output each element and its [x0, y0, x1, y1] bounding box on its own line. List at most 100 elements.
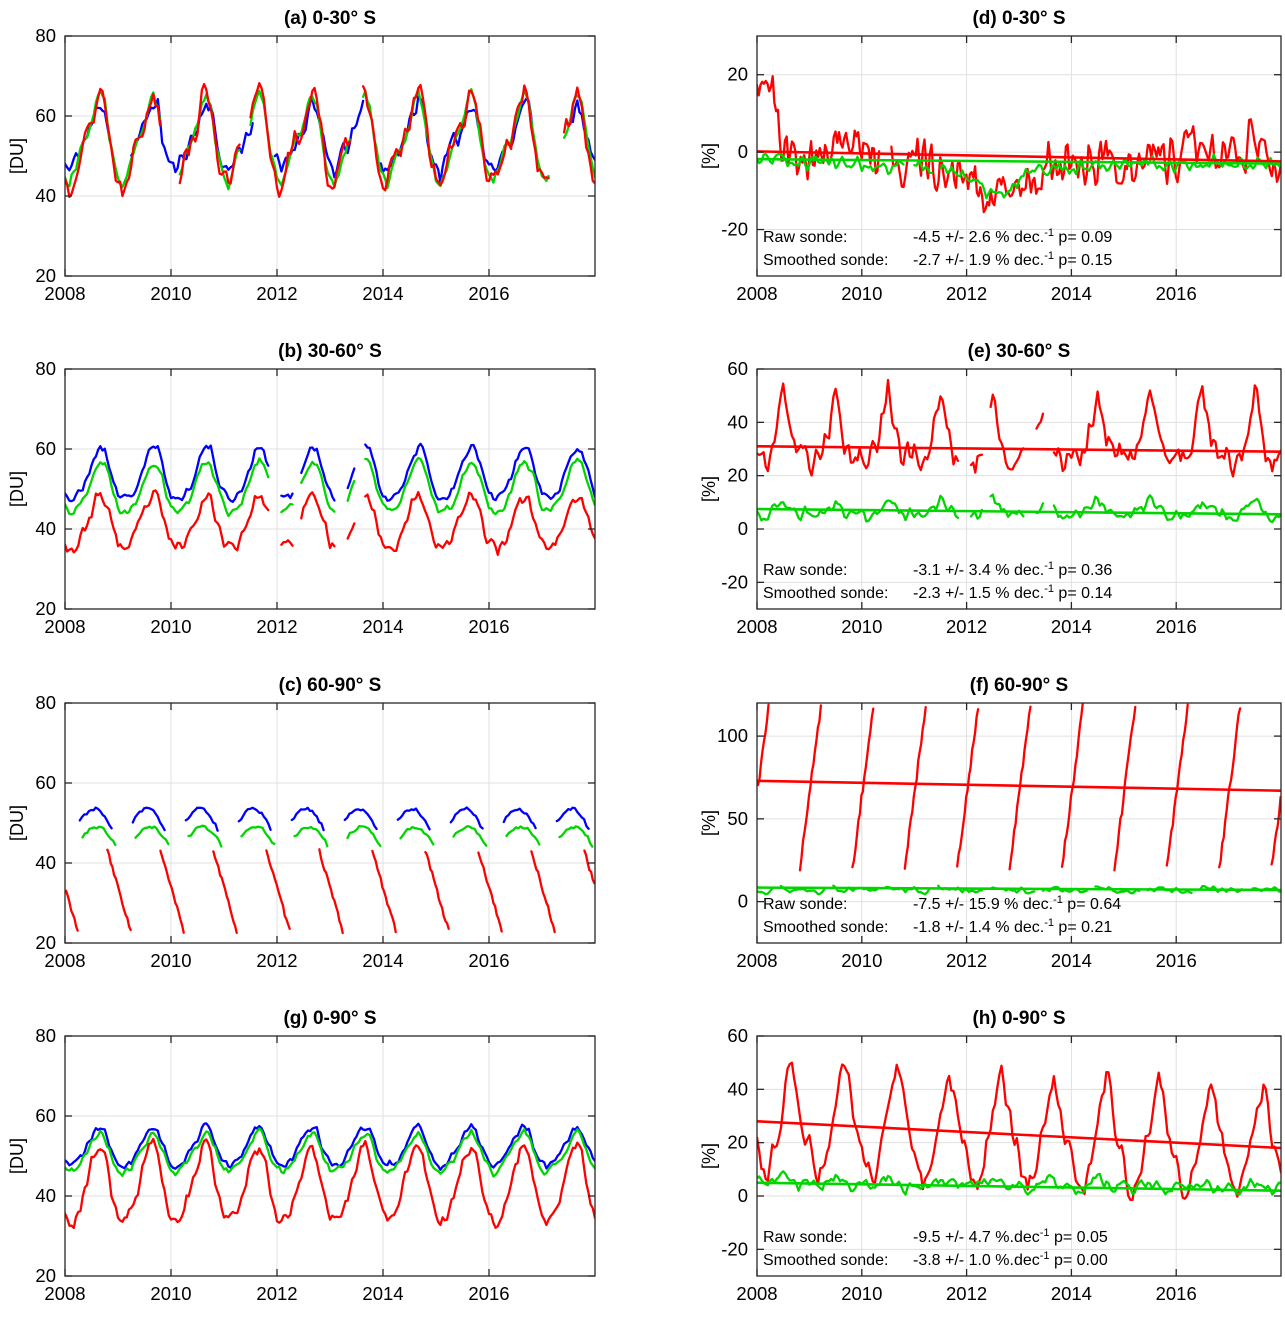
series-raw-sonde-red — [65, 848, 595, 935]
series-group — [757, 378, 1281, 524]
chart-g: 2008 2010 2012 2014 2016 20 40 60 80 (g) 0-90° S [… — [7, 1008, 596, 1304]
series-group — [757, 75, 1281, 214]
x-tick-label: 2008 — [44, 950, 85, 971]
y-tick-label: 60 — [35, 772, 56, 793]
series-smoothed-trend-line — [757, 157, 1281, 165]
x-tick-label: 2014 — [362, 950, 403, 971]
y-tick-label: 40 — [35, 1185, 56, 1206]
panel-title: (c) 60-90° S — [279, 675, 382, 696]
x-tick-label: 2016 — [1156, 950, 1197, 971]
y-tick-label: 80 — [35, 692, 56, 713]
axes-box — [64, 702, 596, 944]
series-raw-sonde-diff — [757, 1061, 1281, 1202]
plot-background — [65, 703, 595, 943]
axes-box — [756, 35, 1282, 277]
series-raw-trend-line — [757, 150, 1281, 163]
chart-b: 2008 2010 2012 2014 2016 20 40 60 80 (b) 30-60° S… — [7, 341, 596, 637]
series-smoothed-trend-line — [757, 886, 1281, 892]
panel-b-du-30-60s: 2008 2010 2012 2014 2016 20 40 60 80 (b) 30-60° S… — [0, 333, 643, 667]
y-axis-label: [%] — [699, 1143, 719, 1169]
chart-d: 2008 2010 2012 2014 2016 -20 0 20 (d) 0-30° S [%]… — [699, 8, 1282, 304]
y-tick-label: 20 — [35, 598, 56, 619]
series-raw-trend-line — [757, 445, 1281, 453]
y-tick-label: -20 — [721, 219, 748, 240]
x-tick-label: 2014 — [362, 283, 403, 304]
x-tick-label: 2016 — [468, 1283, 509, 1304]
y-tick-label: 0 — [738, 141, 748, 162]
panel-title: (a) 0-30° S — [284, 8, 376, 29]
panel-c-du-60-90s: 2008 2010 2012 2014 2016 20 40 60 80 (c) 60-90° S… — [0, 667, 643, 1000]
series-group — [757, 1061, 1281, 1202]
x-tick-label: 2012 — [256, 1283, 297, 1304]
x-tick-label: 2014 — [1051, 950, 1092, 971]
series-smoothed-sonde-green — [65, 456, 595, 518]
x-tick-label: 2008 — [736, 950, 777, 971]
panel-title: (f) 60-90° S — [970, 675, 1068, 696]
series-group — [757, 703, 1281, 896]
y-tick-label: 40 — [35, 185, 56, 206]
x-tick-label: 2010 — [841, 283, 882, 304]
y-axis-label: [DU] — [7, 805, 27, 841]
y-tick-label: 0 — [738, 1185, 748, 1206]
y-tick-label: 40 — [727, 411, 748, 432]
y-tick-label: -20 — [721, 1238, 748, 1259]
trend-annotation: Raw sonde: -9.5 +/- 4.7 %.dec-1 p= 0.05 — [763, 1227, 1108, 1246]
x-tick-label: 2010 — [841, 1283, 882, 1304]
series-smoothed-trend-line — [757, 507, 1281, 516]
x-tick-label: 2016 — [1156, 616, 1197, 637]
series-smoothed-sonde-diff — [757, 152, 1281, 200]
y-tick-label: 60 — [727, 358, 748, 379]
plot-background — [65, 1036, 595, 1276]
y-tick-label: 20 — [727, 465, 748, 486]
y-tick-label: 40 — [727, 1078, 748, 1099]
x-tick-label: 2012 — [256, 283, 297, 304]
y-axis-label: [%] — [699, 476, 719, 502]
y-tick-label: 20 — [35, 265, 56, 286]
x-tick-label: 2016 — [468, 283, 509, 304]
axes-box — [756, 368, 1282, 610]
x-tick-label: 2012 — [946, 1283, 987, 1304]
y-axis-label: [DU] — [7, 1138, 27, 1174]
y-tick-label: 20 — [727, 64, 748, 85]
y-tick-label: 60 — [35, 1105, 56, 1126]
x-tick-label: 2014 — [1051, 283, 1092, 304]
series-smoothed-trend-line — [757, 1181, 1281, 1192]
series-raw-sonde-diff — [757, 378, 1281, 478]
y-tick-label: 20 — [35, 932, 56, 953]
x-tick-label: 2008 — [44, 1283, 85, 1304]
x-tick-label: 2016 — [468, 616, 509, 637]
trend-annotation: Smoothed sonde: -2.7 +/- 1.9 % dec.-1 p= … — [763, 250, 1112, 269]
axes-box — [756, 1035, 1282, 1277]
panel-a-du-0-30s: 2008 2010 2012 2014 2016 20 40 60 80 (a) 0-30° S [… — [0, 0, 643, 333]
chart-a: 2008 2010 2012 2014 2016 20 40 60 80 (a) 0-30° S [… — [7, 8, 596, 304]
x-tick-label: 2016 — [1156, 1283, 1197, 1304]
series-group — [65, 442, 595, 556]
plot-background — [757, 369, 1281, 609]
series-raw-sonde-red — [65, 82, 595, 199]
x-tick-label: 2012 — [256, 950, 297, 971]
x-tick-label: 2008 — [736, 283, 777, 304]
panel-title: (g) 0-90° S — [283, 1008, 376, 1029]
y-tick-label: 80 — [35, 1025, 56, 1046]
series-satellite-blue — [78, 806, 590, 832]
y-tick-label: -20 — [721, 571, 748, 592]
x-tick-label: 2010 — [841, 616, 882, 637]
panel-e-pct-30-60s: 2008 2010 2012 2014 2016 -20 0 20 40 60 (e) 30-60°… — [643, 333, 1285, 667]
series-group — [65, 806, 595, 935]
y-axis-label: [%] — [699, 810, 719, 836]
y-tick-label: 80 — [35, 25, 56, 46]
series-smoothed-sonde-green — [81, 824, 594, 848]
series-smoothed-sonde-green — [65, 1127, 595, 1178]
plot-background — [65, 36, 595, 276]
x-tick-label: 2012 — [256, 616, 297, 637]
trend-annotation: Smoothed sonde: -3.8 +/- 1.0 %.dec-1 p= 0… — [763, 1250, 1108, 1269]
trend-annotation: Raw sonde: -4.5 +/- 2.6 % dec.-1 p= 0.09 — [763, 227, 1112, 246]
series-group — [65, 1122, 595, 1230]
y-tick-label: 40 — [35, 518, 56, 539]
panel-title: (h) 0-90° S — [972, 1008, 1065, 1029]
panel-title: (e) 30-60° S — [968, 341, 1071, 362]
x-tick-label: 2008 — [44, 283, 85, 304]
y-tick-label: 60 — [35, 105, 56, 126]
axes-box — [64, 1035, 596, 1277]
x-tick-label: 2012 — [946, 283, 987, 304]
